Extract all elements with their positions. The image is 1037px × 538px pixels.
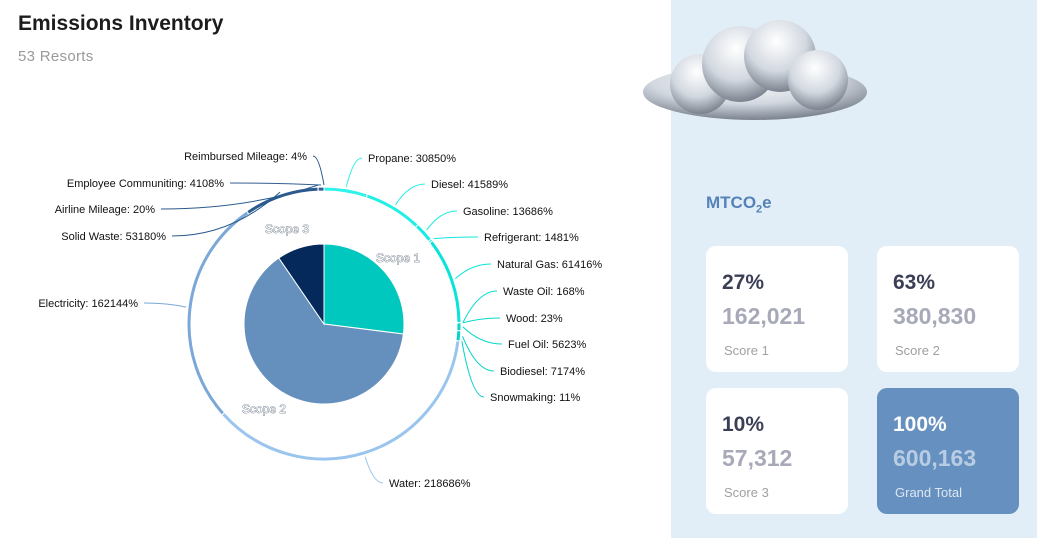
slice-label-refrigerant: Refrigerant: 1481%	[484, 232, 579, 244]
leader-line	[143, 302, 187, 308]
leader-line	[345, 157, 363, 187]
leader-line	[312, 155, 325, 186]
emissions-sunburst-chart: Scope 1 Scope 2 Scope 3 Propane: 30850% Dies…	[38, 151, 602, 490]
slice-label-fuel-oil: Fuel Oil: 5623%	[508, 339, 586, 351]
outer-slice-natural-gas	[428, 239, 462, 324]
grand-total-card: 100% 600,163 Grand Total	[877, 388, 1019, 514]
leader-line	[171, 191, 281, 237]
slice-label-solid-waste: Solid Waste: 53180%	[61, 231, 166, 243]
resort-count: 53 Resorts	[18, 48, 94, 65]
leader-line	[462, 335, 495, 372]
score-2-value: 380,830	[893, 303, 977, 329]
leader-line	[229, 182, 322, 186]
cloud-icon	[643, 20, 867, 120]
scope-label-scope-2: Scope 2	[242, 402, 286, 416]
score-1-percent: 27%	[722, 271, 765, 294]
score-3-percent: 10%	[722, 413, 765, 436]
grand-total-label: Grand Total	[895, 485, 962, 500]
leader-line	[455, 263, 492, 280]
leader-line	[426, 210, 458, 231]
score-2-percent: 63%	[893, 271, 936, 294]
slice-label-employee-communiting: Employee Communiting: 4108%	[67, 178, 224, 190]
page-title: Emissions Inventory	[18, 12, 224, 35]
outer-slice-propane	[323, 186, 369, 199]
inner-slice-scope-3	[278, 243, 325, 326]
leader-line	[462, 317, 501, 324]
slice-label-diesel: Diesel: 41589%	[431, 179, 508, 191]
slice-label-waste-oil: Waste Oil: 168%	[503, 286, 585, 298]
slice-label-gasoline: Gasoline: 13686%	[463, 206, 553, 218]
score-3-card: 10% 57,312 Score 3	[706, 388, 848, 514]
score-2-label: Score 2	[895, 343, 940, 358]
score-2-card: 63% 380,830 Score 2	[877, 246, 1019, 372]
unit-label: MTCO2e	[706, 193, 772, 216]
score-3-value: 57,312	[722, 445, 793, 471]
score-3-label: Score 3	[724, 485, 769, 500]
grand-total-percent: 100%	[893, 413, 947, 436]
leader-line	[160, 184, 319, 210]
slice-label-reimbursed-mileage: Reimbursed Mileage: 4%	[184, 151, 307, 163]
leader-line	[462, 326, 503, 345]
scope-label-scope-3: Scope 3	[265, 222, 309, 236]
slice-label-biodiesel: Biodiesel: 7174%	[500, 366, 585, 378]
leader-line	[433, 236, 479, 240]
outer-slice-electricity	[186, 210, 250, 416]
score-1-label: Score 1	[724, 343, 769, 358]
scope-label-scope-1: Scope 1	[376, 251, 420, 265]
outer-slice-employee-communiting	[317, 186, 325, 192]
score-1-value: 162,021	[722, 303, 806, 329]
inner-slice-scope-1	[323, 243, 405, 335]
leader-line	[462, 290, 498, 323]
slice-label-natural-gas: Natural Gas: 61416%	[497, 259, 602, 271]
outer-slice-biodiesel	[455, 330, 462, 342]
slice-label-wood: Wood: 23%	[506, 313, 563, 325]
slice-label-airline-mileage: Airline Mileage: 20%	[55, 204, 155, 216]
inner-slice-scope-2	[243, 257, 404, 405]
slice-label-water: Water: 218686%	[389, 478, 471, 490]
leader-line	[395, 183, 426, 206]
outer-slice-diesel	[365, 193, 419, 229]
leader-line	[461, 341, 485, 398]
outer-slice-fuel-oil	[456, 322, 462, 332]
slice-label-propane: Propane: 30850%	[368, 153, 456, 165]
slice-label-snowmaking: Snowmaking: 11%	[490, 392, 581, 404]
slice-label-electricity: Electricity: 162144%	[38, 298, 138, 310]
score-1-card: 27% 162,021 Score 1	[706, 246, 848, 372]
grand-total-value: 600,163	[893, 445, 977, 471]
leader-line	[364, 456, 384, 484]
